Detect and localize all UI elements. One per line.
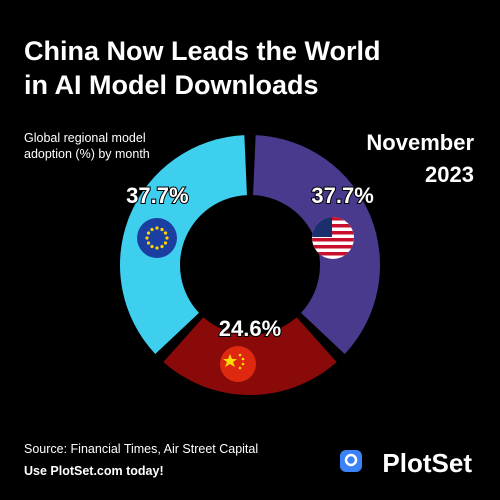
us-flag xyxy=(312,217,354,259)
labels: 37.7% 24.6% 37.7% xyxy=(125,182,375,342)
value-label: 37.7% xyxy=(126,183,188,208)
value-label: 37.7% xyxy=(311,183,373,208)
china-flag xyxy=(220,346,256,382)
source: Source: Financial Times, Air Street Capi… xyxy=(24,442,259,456)
cta[interactable]: Use PlotSet.com today! xyxy=(24,464,164,478)
value-label: 24.6% xyxy=(219,316,281,341)
brand-logo xyxy=(340,450,362,472)
chart-title: China Now Leads the World in AI Model Do… xyxy=(24,36,381,100)
eu-flag xyxy=(137,218,177,258)
subtitle: Global regional model adoption (%) by mo… xyxy=(24,131,150,161)
slice xyxy=(120,135,247,355)
slice xyxy=(253,135,380,355)
brand[interactable]: PlotSet xyxy=(382,448,472,478)
date: November 2023 xyxy=(366,130,474,187)
